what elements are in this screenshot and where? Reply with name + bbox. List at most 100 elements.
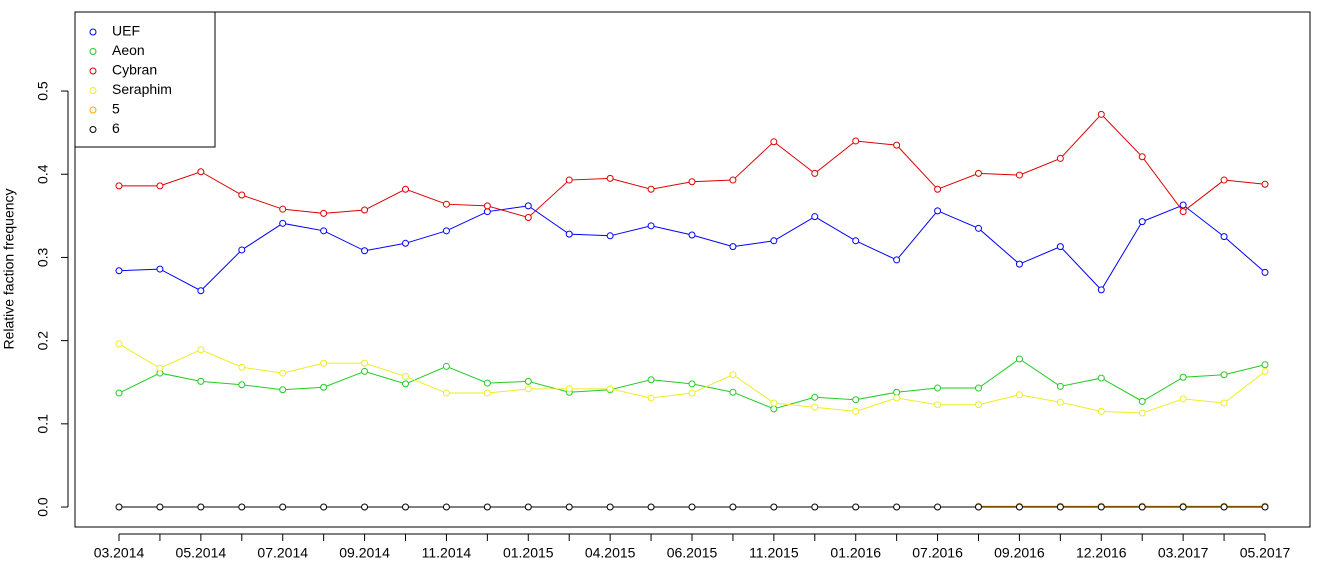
data-point [606,174,614,182]
data-point [647,185,655,193]
data-point [156,503,164,511]
data-point [156,182,164,190]
data-point [1056,243,1064,251]
data-point [729,388,737,396]
x-tick-label: 04.2015 [585,545,636,561]
data-point [197,377,205,385]
data-point [1097,110,1105,118]
data-point [524,377,532,385]
plot-frame [74,11,1311,528]
x-tick-label: 01.2015 [503,545,554,561]
data-point [975,224,982,232]
data-point [1138,397,1146,405]
data-point [1097,374,1105,382]
data-point [442,389,450,397]
data-point [1179,395,1187,403]
data-point [156,364,164,372]
data-point [1015,503,1023,511]
data-point [647,222,655,230]
data-point [320,209,328,217]
data-point [688,231,696,239]
data-point [402,372,409,380]
data-point [893,256,901,264]
data-point [688,503,696,511]
data-point [1097,286,1105,294]
x-tick-label: 07.2016 [912,545,963,561]
data-point [893,388,901,396]
data-point [1056,503,1064,511]
legend-box [74,11,216,148]
data-point [565,230,573,238]
data-point [1220,176,1228,184]
data-point [729,503,737,511]
x-tick-label: 05.2017 [1240,545,1291,561]
data-point [934,503,942,511]
data-point [320,503,328,511]
data-point [402,239,409,247]
data-point [238,503,246,511]
x-tick-label: 03.2017 [1158,545,1209,561]
series-line [118,343,1266,414]
data-point [524,503,532,511]
data-point [115,389,123,397]
data-point [934,401,942,409]
legend-marker [89,126,97,133]
data-point [156,265,164,273]
y-tick-label: 0.1 [35,414,51,434]
data-point [442,227,450,235]
data-point [402,185,409,193]
data-point [197,346,205,354]
data-point [975,401,982,409]
data-point [1261,361,1269,369]
data-point [770,405,778,413]
data-point [524,214,532,222]
data-point [1220,233,1228,241]
data-point [1015,260,1023,268]
data-point [1097,407,1105,415]
data-point [688,389,696,397]
y-tick-label: 0.3 [35,247,51,267]
data-point [1220,399,1228,407]
data-point [442,503,450,511]
data-point [320,383,328,391]
data-point [647,376,655,384]
data-point [361,503,369,511]
data-point [442,200,450,208]
data-point [402,503,409,511]
data-point [279,386,287,394]
data-point [442,362,450,370]
data-point [729,176,737,184]
data-point [1056,154,1064,162]
data-point [852,503,860,511]
data-point [893,141,901,149]
data-point [1015,171,1023,179]
data-point [770,503,778,511]
data-point [893,394,901,402]
data-point [115,267,123,275]
x-tick-label: 06.2015 [667,545,718,561]
y-tick-label: 0.2 [35,331,51,351]
data-point [1261,268,1269,276]
data-point [320,227,328,235]
data-point [1056,398,1064,406]
y-axis-label: Relative faction frequency [1,188,17,349]
data-point [1179,503,1187,511]
data-point [279,205,287,213]
legend-label: Cybran [112,62,157,78]
data-point [483,389,491,397]
series-line [119,113,1266,219]
legend-marker [89,87,97,94]
data-point [565,176,573,184]
data-point [1261,180,1269,188]
x-tick-label: 11.2015 [749,545,799,561]
data-point [770,237,778,245]
data-point [238,191,246,199]
data-point [197,168,205,176]
x-tick-label: 03.2014 [94,545,145,561]
data-point [1179,208,1187,216]
series-line [118,204,1266,292]
data-point [238,381,246,389]
data-point [1138,218,1146,226]
legend-label: Seraphim [112,81,172,97]
